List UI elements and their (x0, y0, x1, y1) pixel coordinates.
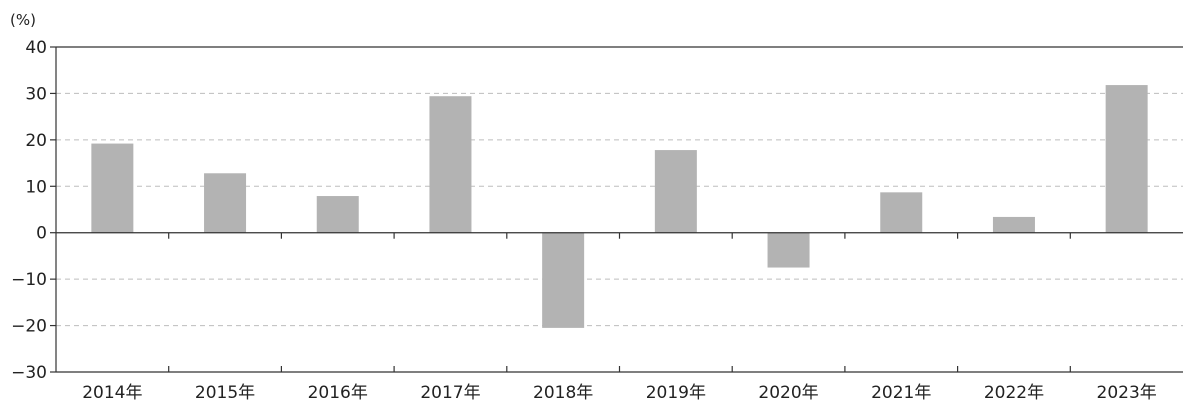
bar-2021 (880, 192, 923, 233)
x-tick-label: 2021年 (871, 383, 931, 403)
y-tick-label: −10 (11, 270, 47, 290)
bar-2020 (767, 232, 810, 268)
x-tick-label: 2015年 (195, 383, 255, 403)
y-tick-label: 30 (25, 84, 47, 104)
bar-2014 (91, 143, 134, 233)
x-tick-label: 2017年 (420, 383, 480, 403)
bar-2023 (1105, 85, 1148, 233)
axes (50, 46, 1183, 373)
bar-2019 (654, 150, 697, 233)
x-tick-label: 2018年 (533, 383, 593, 403)
y-tick-label: 20 (25, 131, 47, 151)
x-tick-label: 2022年 (984, 383, 1044, 403)
bars (91, 85, 1148, 328)
bar-2015 (204, 173, 247, 233)
x-tick-label: 2014年 (82, 383, 142, 403)
x-tick-label: 2016年 (308, 383, 368, 403)
bar-2017 (429, 96, 472, 233)
bar-2016 (316, 196, 359, 233)
y-tick-label: 0 (36, 224, 47, 244)
gridlines (56, 92, 1183, 327)
bar-2018 (542, 232, 585, 328)
y-tick-label: 40 (25, 38, 47, 58)
x-tick-labels: 2014年 2015年 2016年 2017年 2018年 2019年 2020年 2021年… (82, 383, 1157, 403)
y-tick-labels: 40 30 20 10 0 −10 −20 −30 (11, 38, 47, 383)
bar-2022 (992, 216, 1035, 233)
x-tick-label: 2020年 (758, 383, 818, 403)
x-tick-label: 2023年 (1097, 383, 1157, 403)
y-tick-label: −20 (11, 317, 47, 337)
y-tick-label: 10 (25, 177, 47, 197)
x-tick-label: 2019年 (646, 383, 706, 403)
y-tick-label: −30 (11, 363, 47, 383)
y-axis-unit-label: (%) (10, 11, 36, 29)
